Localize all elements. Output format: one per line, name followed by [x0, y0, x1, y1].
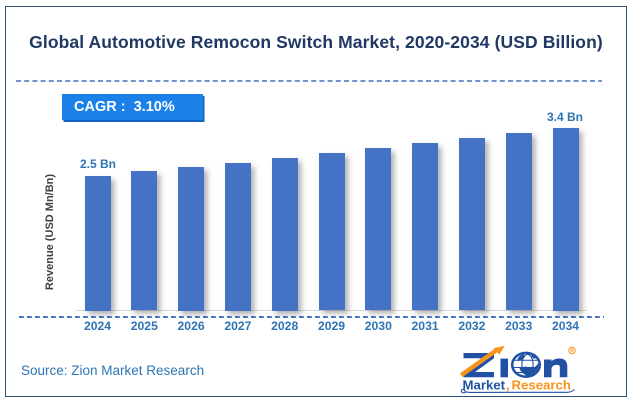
svg-text:,: , — [506, 378, 510, 393]
svg-text:Market: Market — [463, 378, 506, 393]
svg-text:R: R — [570, 348, 574, 354]
svg-text:Research: Research — [512, 378, 571, 393]
